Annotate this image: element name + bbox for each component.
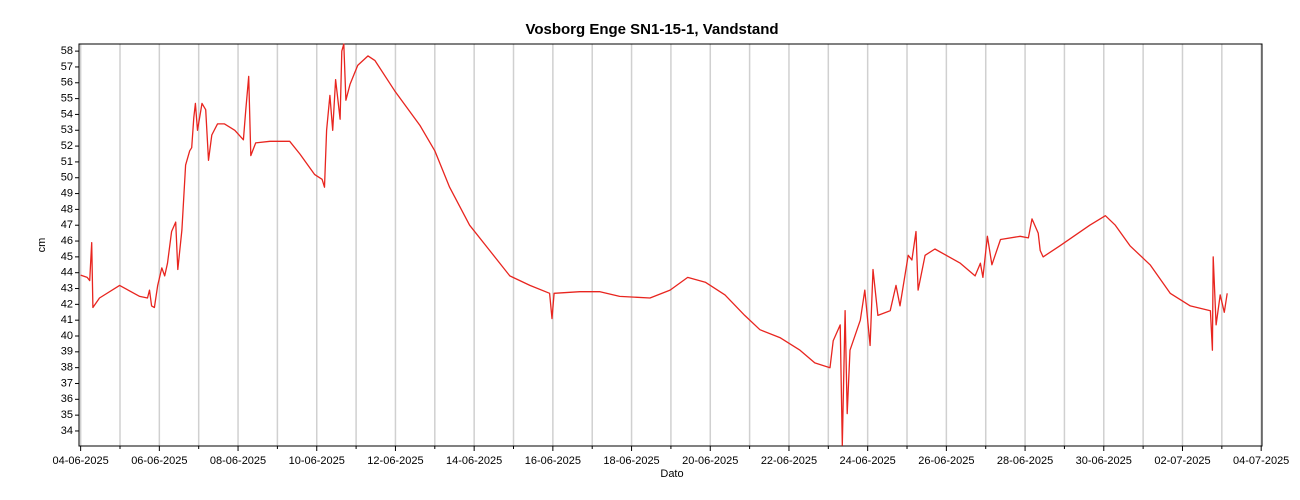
y-tick-label: 45 [61,251,73,263]
y-tick-label: 41 [61,314,73,326]
x-tick-label: 26-06-2025 [918,455,974,467]
y-tick-label: 37 [61,377,73,389]
y-tick-label: 48 [61,203,73,215]
x-tick-label: 22-06-2025 [761,455,817,467]
data-line [80,43,1228,446]
y-tick-label: 47 [61,219,73,231]
y-tick-label: 46 [61,235,73,247]
y-tick-label: 38 [61,362,73,374]
x-tick-label: 24-06-2025 [840,455,896,467]
x-tick-label: 20-06-2025 [682,455,738,467]
y-tick-label: 44 [61,267,73,279]
y-tick-label: 40 [61,330,73,342]
y-tick-label: 57 [61,61,73,73]
chart-title: Vosborg Enge SN1-15-1, Vandstand [525,21,778,38]
y-tick-label: 54 [61,108,73,120]
y-tick-label: 42 [61,298,73,310]
x-tick-label: 16-06-2025 [525,455,581,467]
x-tick-label: 14-06-2025 [446,455,502,467]
y-axis-label: cm [36,238,48,253]
x-tick-label: 18-06-2025 [603,455,659,467]
y-tick-label: 49 [61,187,73,199]
x-tick-label: 08-06-2025 [210,455,266,467]
y-tick-label: 56 [61,77,73,89]
y-tick-label: 58 [61,45,73,57]
y-tick-label: 35 [61,409,73,421]
x-tick-label: 30-06-2025 [1076,455,1132,467]
y-tick-label: 43 [61,282,73,294]
y-tick-label: 55 [61,93,73,105]
y-tick-label: 52 [61,140,73,152]
x-tick-label: 02-07-2025 [1154,455,1210,467]
y-tick-label: 34 [61,425,73,437]
y-tick-label: 39 [61,346,73,358]
y-tick-label: 51 [61,156,73,168]
y-tick-label: 50 [61,172,73,184]
x-tick-label: 12-06-2025 [367,455,423,467]
x-tick-label: 04-06-2025 [52,455,108,467]
y-tick-label: 53 [61,124,73,136]
y-tick-label: 36 [61,393,73,405]
x-tick-label: 10-06-2025 [289,455,345,467]
x-axis-label: Dato [660,468,683,480]
x-tick-label: 28-06-2025 [997,455,1053,467]
x-tick-label: 04-07-2025 [1233,455,1289,467]
x-tick-label: 06-06-2025 [131,455,187,467]
